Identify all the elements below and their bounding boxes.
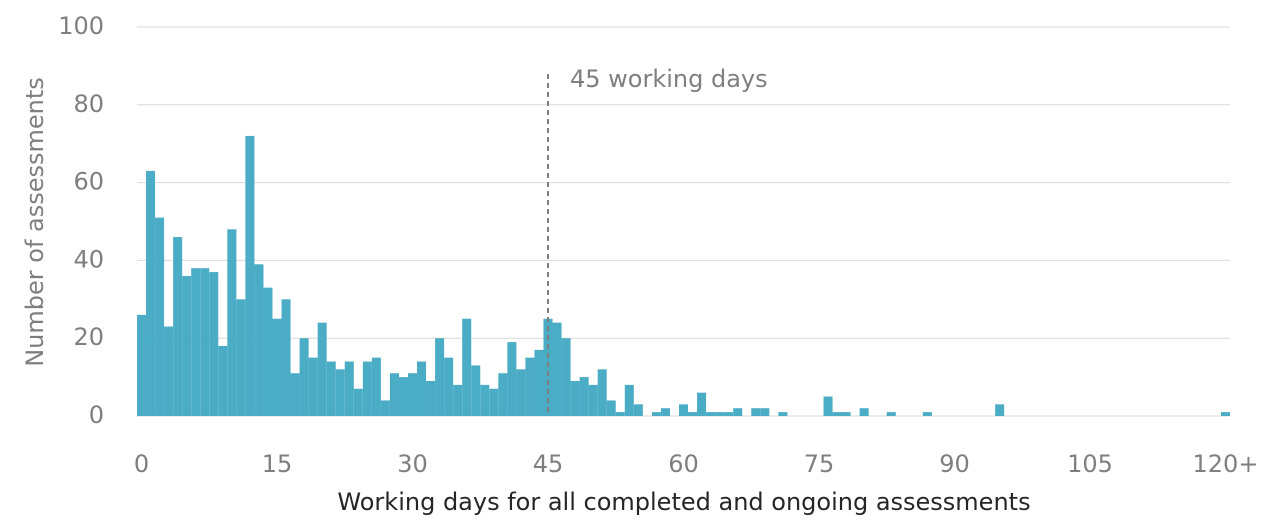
bar [633,404,643,416]
bar [417,361,427,416]
bar [281,299,291,416]
bar [561,338,571,416]
bar [173,237,183,416]
bar [254,264,264,416]
bar [489,388,499,416]
x-tick-label: 75 [804,450,835,478]
bar [471,365,481,416]
y-tick-label: 100 [58,12,104,40]
bar [435,338,445,416]
x-tick-label: 45 [533,450,564,478]
bar [182,275,192,416]
bar [859,408,869,416]
bar [832,412,842,416]
bar [426,380,436,416]
bar [715,412,725,416]
bar [995,404,1005,416]
bar [688,412,698,416]
bar [335,369,345,416]
bar [326,361,336,416]
bar [398,377,408,416]
bar [697,392,707,416]
bar [579,377,589,416]
bar [724,412,734,416]
bar [353,388,363,416]
bar [236,299,246,416]
bar [317,322,327,416]
bar [778,412,788,416]
bar [922,412,932,416]
bar [299,338,309,416]
bar [371,357,381,416]
bar [823,396,833,416]
bar [760,408,770,416]
bar [389,373,399,416]
reference-label: 45 working days [570,65,768,93]
bar [245,135,255,417]
bar [706,412,716,416]
bar [660,408,670,416]
bar [570,380,580,416]
bar [615,412,625,416]
bar [227,229,237,416]
bar [308,357,318,416]
bar [841,412,851,416]
bar [1220,412,1230,416]
bar [534,349,544,416]
x-tick-label: 0 [134,450,149,478]
x-tick-label: 105 [1067,450,1113,478]
y-tick-label: 40 [73,245,104,273]
bar [290,373,300,416]
y-tick-label: 20 [73,323,104,351]
bar [344,361,354,416]
bar [624,384,634,416]
bar [516,369,526,416]
bar [507,342,517,416]
bar [263,287,273,416]
y-tick-label: 0 [89,401,104,429]
y-axis-label: Number of assessments [21,77,49,367]
bar [552,322,562,416]
bar [462,318,472,416]
bar [597,369,607,416]
bar [209,272,219,416]
bar [407,373,418,416]
y-tick-label: 80 [73,90,104,118]
x-tick-label: 90 [939,450,970,478]
bar [480,384,490,416]
bar [146,170,156,416]
bar [164,326,174,416]
y-tick-label: 60 [73,168,104,196]
bar [380,400,390,416]
bar [137,314,147,416]
x-tick-label: 120+ [1193,450,1259,478]
bar [272,318,282,416]
bar [733,408,743,416]
bar [362,361,372,416]
bar [886,412,896,416]
bar [543,318,553,416]
bar [678,404,689,416]
x-tick-label: 60 [668,450,699,478]
bar [218,345,228,416]
bar [191,268,201,416]
bar [651,412,661,416]
bar [444,357,454,416]
bar [200,268,210,416]
bar [453,384,463,416]
bar [498,373,508,416]
bar [606,400,616,416]
x-tick-label: 15 [262,450,293,478]
x-axis-label: Working days for all completed and ongoi… [337,488,1030,516]
bar [155,217,165,416]
bar [525,357,535,416]
bar [751,408,761,416]
bar [588,384,598,416]
x-tick-label: 30 [397,450,428,478]
